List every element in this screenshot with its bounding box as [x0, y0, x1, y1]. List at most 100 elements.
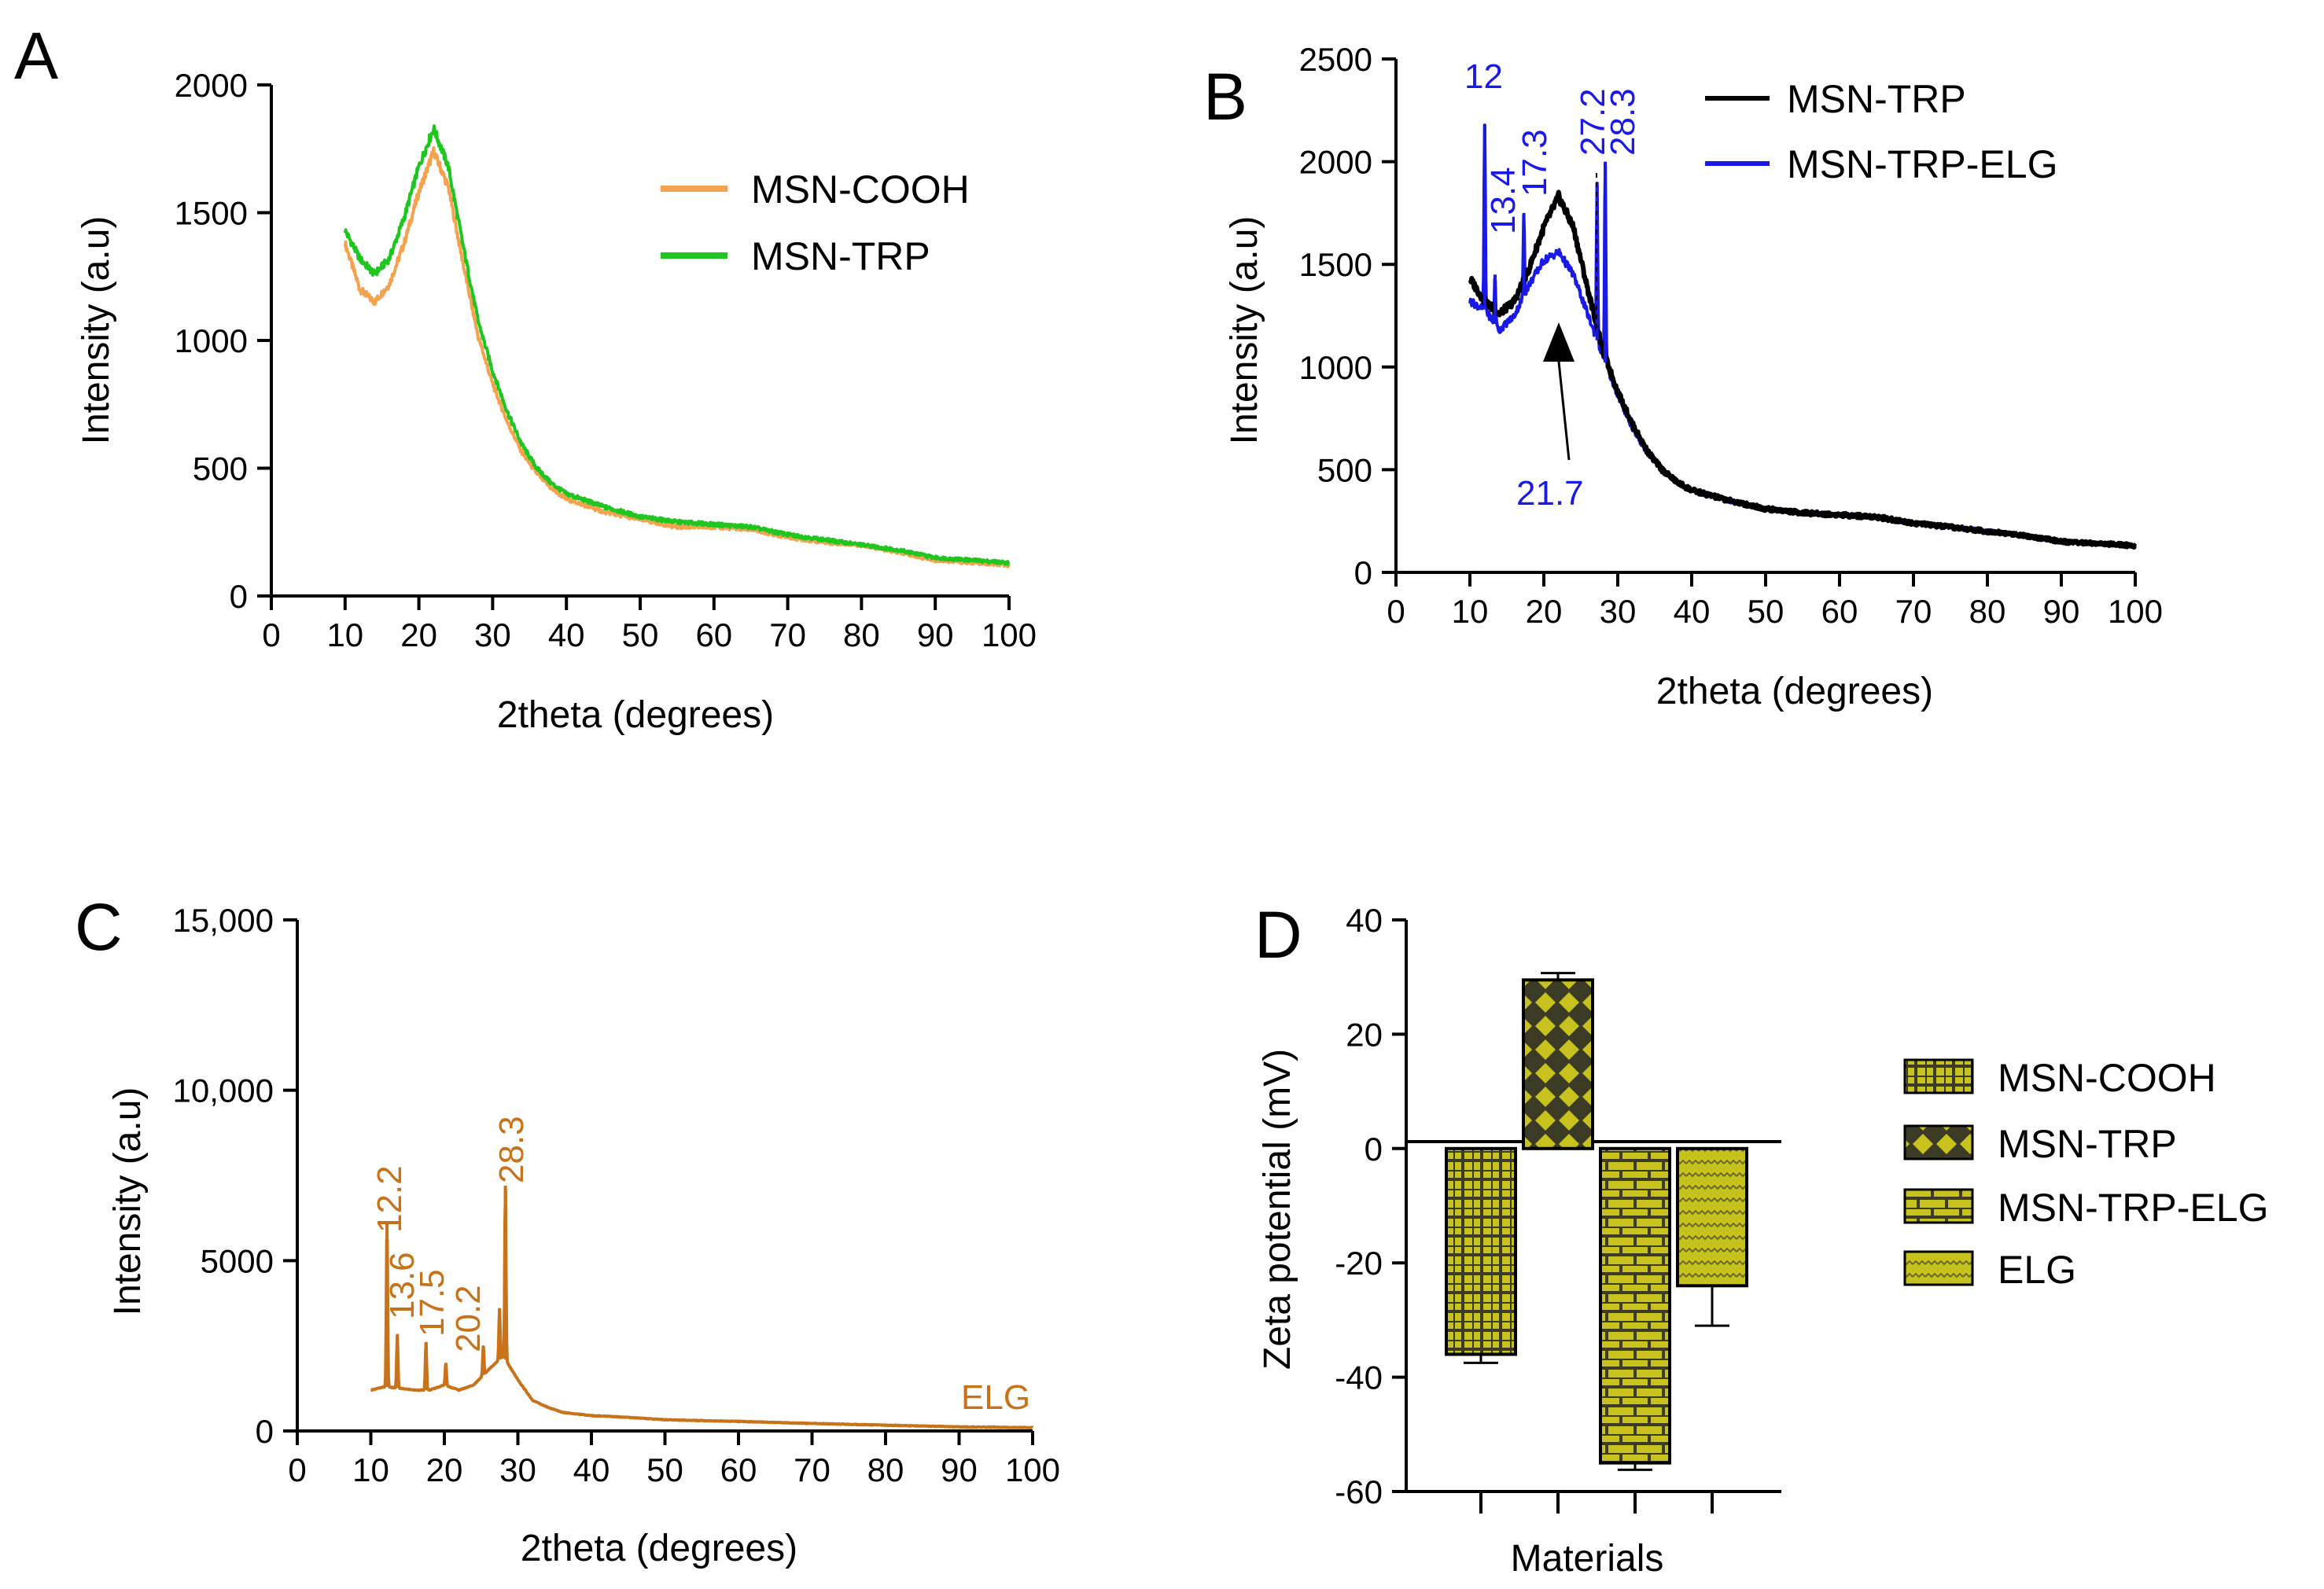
panel-b-axes — [1394, 59, 2135, 574]
y-tick-label: -60 — [1335, 1473, 1383, 1510]
peak-label-12-2: 12.2 — [370, 1165, 409, 1233]
series-label-elg: ELG — [961, 1378, 1030, 1417]
panel-a: A Intensity (a.u) 2theta (degrees) 0 10 20… — [14, 19, 1037, 736]
panel-c-letter: C — [75, 890, 123, 964]
x-tick-label: 20 — [400, 616, 437, 653]
x-tick-label: 90 — [2043, 593, 2080, 630]
y-tick-label: 15,000 — [173, 902, 274, 939]
peak-label-17-5: 17.5 — [413, 1269, 451, 1337]
y-tick-label: 5000 — [201, 1242, 274, 1279]
x-tick-label: 10 — [326, 616, 363, 653]
legend-swatch-d-msn-cooh — [1903, 1058, 1974, 1094]
x-tick-label: 90 — [917, 616, 954, 653]
legend-label-b-msn-trp-elg: MSN-TRP-ELG — [1787, 142, 2057, 186]
legend-label-msn-cooh: MSN-COOH — [751, 167, 970, 211]
x-tick-label: 20 — [1526, 593, 1563, 630]
x-tick-label: 100 — [982, 616, 1037, 653]
x-tick-label: 10 — [1452, 593, 1489, 630]
x-tick-label: 80 — [867, 1451, 904, 1488]
panel-d-ylabel: Zeta potential (mV) — [1257, 1049, 1298, 1370]
legend-swatch-d-elg — [1903, 1250, 1974, 1286]
series-line-msn-trp — [343, 124, 1011, 566]
legend-label-b-msn-trp: MSN-TRP — [1787, 77, 1966, 121]
y-tick-label: 20 — [1346, 1016, 1383, 1053]
panel-a-xlabel: 2theta (degrees) — [497, 694, 774, 736]
panel-d-ticks: 40 20 0 -20 -40 -60 — [1335, 902, 1406, 1510]
y-tick-label: 500 — [193, 451, 248, 487]
x-tick-label: 10 — [352, 1451, 389, 1488]
peak-label-12: 12 — [1464, 57, 1503, 96]
legend-swatch-d-msn-trp-elg — [1903, 1188, 1974, 1224]
x-tick-label: 70 — [1895, 593, 1932, 630]
panel-b-letter: B — [1203, 60, 1247, 134]
x-tick-label: 40 — [548, 616, 585, 653]
panel-a-legend: MSN-COOH MSN-TRP — [661, 167, 970, 278]
peak-label-28-3: 28.3 — [1604, 88, 1642, 156]
panel-a-series — [343, 124, 1011, 568]
x-tick-label: 100 — [2108, 593, 2163, 630]
x-tick-label: 0 — [262, 616, 280, 653]
panel-c-ylabel: Intensity (a.u) — [107, 1087, 149, 1316]
x-tick-label: 30 — [499, 1451, 536, 1488]
bar-msn-trp — [1522, 978, 1594, 1150]
legend-label-d-msn-trp: MSN-TRP — [1998, 1122, 2177, 1166]
legend-label-d-msn-trp-elg: MSN-TRP-ELG — [1998, 1186, 2268, 1230]
panel-d-legend: MSN-COOH MSN-TRP MSN-TRP-ELG ELG — [1903, 1056, 2268, 1292]
y-tick-label: 2000 — [175, 67, 248, 104]
y-tick-label: 1000 — [175, 322, 248, 359]
legend-swatch-d-msn-trp — [1903, 1124, 1974, 1160]
y-tick-label: 10,000 — [173, 1072, 274, 1109]
y-tick-label: 1000 — [1299, 349, 1372, 386]
panel-c: C Intensity (a.u) 2theta (degrees) 0 10 20… — [75, 890, 1060, 1569]
x-tick-label: 70 — [794, 1451, 831, 1488]
panel-d-bars — [1445, 972, 1748, 1514]
x-tick-label: 60 — [1821, 593, 1858, 630]
panel-a-ylabel: Intensity (a.u) — [76, 216, 117, 445]
panel-c-series — [370, 1189, 1034, 1429]
panel-b-xlabel: 2theta (degrees) — [1656, 671, 1933, 712]
y-tick-label: 0 — [256, 1413, 274, 1450]
x-tick-label: 50 — [646, 1451, 683, 1488]
peak-label-13-6: 13.6 — [383, 1252, 422, 1319]
x-tick-label: 100 — [1005, 1451, 1060, 1488]
panel-c-peaks — [385, 1186, 507, 1390]
panel-b-ticks: 0 10 20 30 40 50 60 70 80 90 100050010001500200025… — [1299, 41, 2163, 630]
x-tick-label: 20 — [426, 1451, 463, 1488]
x-tick-label: 60 — [695, 616, 732, 653]
legend-label-msn-trp: MSN-TRP — [751, 234, 930, 278]
panel-c-annotations: 12.2 13.6 17.5 20.2 28.3 ELG — [370, 1116, 1030, 1417]
x-tick-label: 80 — [1969, 593, 2006, 630]
peak-label-21-7: 21.7 — [1516, 474, 1584, 513]
panel-a-letter: A — [14, 19, 58, 93]
panel-b-legend: MSN-TRP MSN-TRP-ELG — [1705, 77, 2057, 186]
y-tick-label: 500 — [1317, 451, 1372, 488]
x-tick-label: 30 — [1600, 593, 1637, 630]
y-tick-label: 2000 — [1299, 144, 1372, 181]
y-tick-label: 0 — [1365, 1131, 1383, 1168]
panel-b-ylabel: Intensity (a.u) — [1224, 216, 1265, 445]
peak-label-28-3-c: 28.3 — [492, 1116, 531, 1183]
peak-label-20-2: 20.2 — [449, 1285, 488, 1352]
x-tick-label: 50 — [1748, 593, 1784, 630]
peak-label-27-2: 27.2 — [1574, 88, 1612, 156]
y-tick-label: 40 — [1346, 902, 1383, 939]
y-tick-label: 0 — [1354, 554, 1372, 591]
panel-d-letter: D — [1254, 898, 1302, 972]
legend-label-d-elg: ELG — [1998, 1248, 2076, 1292]
panel-c-xlabel: 2theta (degrees) — [521, 1528, 797, 1569]
y-tick-label: 2500 — [1299, 41, 1372, 78]
x-tick-label: 40 — [1674, 593, 1711, 630]
x-tick-label: 80 — [843, 616, 880, 653]
y-tick-label: 0 — [230, 578, 248, 615]
peak-label-17-3: 17.3 — [1516, 129, 1554, 197]
bar-msn-cooh — [1445, 1146, 1517, 1356]
panel-c-ticks: 0 10 20 30 40 50 60 70 80 90 100 0 5000 10,000 15,000 — [173, 902, 1061, 1488]
panel-b-annotations: 12 13.4 17.3 27.2 28.3 21.7 — [1464, 57, 1642, 513]
panel-b-series — [1468, 123, 2138, 550]
bar-elg — [1676, 1146, 1748, 1288]
series-line-elg — [370, 1189, 1034, 1429]
x-tick-label: 0 — [1387, 593, 1405, 630]
panel-d-xlabel: Materials — [1511, 1538, 1664, 1580]
